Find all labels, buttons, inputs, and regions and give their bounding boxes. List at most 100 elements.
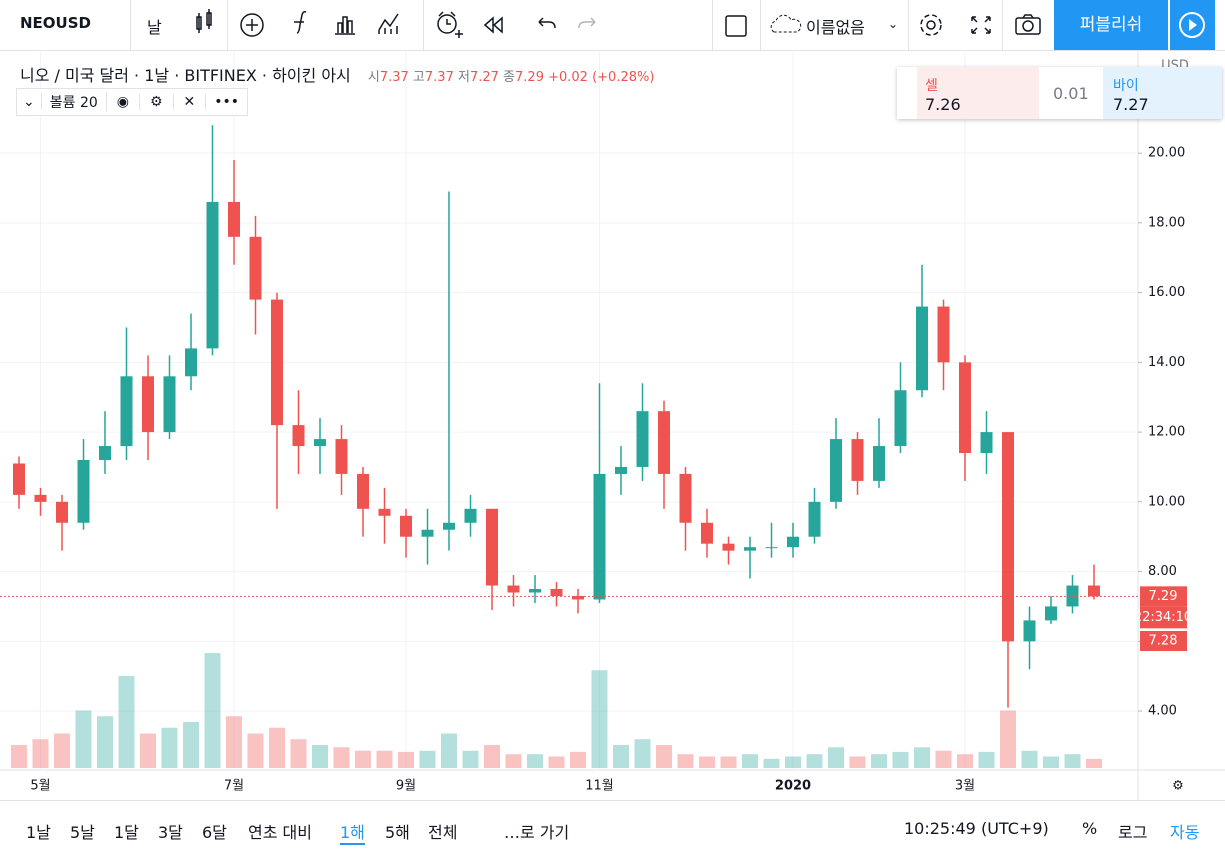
- change: +0.02 (+0.28%): [548, 70, 655, 85]
- y-tick-label: 12.00: [1148, 425, 1185, 440]
- candle-body: [701, 522, 713, 544]
- candle-body: [206, 201, 219, 349]
- candle-body: [722, 543, 735, 551]
- camera-icon[interactable]: [1014, 13, 1044, 37]
- range[interactable]: 5날: [70, 823, 95, 842]
- candle-body: [615, 466, 627, 474]
- candle-body: [851, 439, 864, 481]
- volume-legend: ⌄ 볼륨 20 ◉ ⚙ ✕ •••: [16, 88, 249, 116]
- y-tick-label: 18.00: [1148, 215, 1185, 230]
- scale-option[interactable]: 로그: [1118, 823, 1148, 842]
- volume-bar: [591, 670, 608, 768]
- separator: [130, 0, 131, 50]
- settings-icon[interactable]: ⚙: [1172, 779, 1184, 794]
- candle-body: [1088, 585, 1100, 597]
- interval[interactable]: 날: [147, 18, 162, 37]
- settings-icon[interactable]: ⚙: [140, 94, 174, 110]
- candle-body: [636, 411, 649, 467]
- candle-body: [550, 589, 563, 596]
- scale-option[interactable]: %: [1082, 819, 1098, 838]
- x-tick-label: 3월: [955, 779, 975, 794]
- ohlc: 시7.37 고7.37 저7.27 종7.29 +0.02 (+0.28%): [368, 70, 655, 85]
- play-button[interactable]: [1170, 0, 1215, 50]
- close-icon[interactable]: ✕: [174, 94, 207, 110]
- publish-button[interactable]: 퍼블리쉬: [1054, 0, 1168, 50]
- sell-label: 셀: [925, 78, 938, 94]
- ohlc-value: 7.29: [515, 70, 544, 85]
- range[interactable]: 3달: [158, 823, 183, 842]
- symbol[interactable]: NEOUSD: [20, 14, 91, 32]
- buy-price: 7.27: [1113, 95, 1149, 114]
- y-tick-label: 16.00: [1148, 285, 1185, 300]
- candle-body: [99, 446, 111, 460]
- ohlc-label: 고: [412, 70, 425, 85]
- candle-body: [421, 529, 434, 537]
- volume-bar: [11, 745, 27, 768]
- volume-bar: [97, 716, 113, 768]
- goto[interactable]: …로 가기: [504, 823, 570, 842]
- icons-right[interactable]: [918, 12, 1018, 38]
- volume-bar: [785, 756, 801, 768]
- candle-body: [1002, 432, 1014, 642]
- toolbar-icons[interactable]: [185, 0, 725, 50]
- volume-bar: [742, 754, 758, 768]
- trade-box: 셀 7.26 0.01 바이 7.27: [897, 67, 1222, 119]
- countdown-tag: [1140, 606, 1187, 629]
- ohlc-value: 7.37: [379, 70, 409, 85]
- clock: 10:25:49 (UTC+9): [904, 819, 1049, 838]
- candle-body: [830, 439, 842, 502]
- candle-body: [464, 508, 477, 523]
- volume-bar: [1064, 754, 1081, 768]
- volume-bar: [548, 756, 565, 768]
- volume-bar: [634, 739, 651, 768]
- range[interactable]: 연초 대비: [248, 823, 312, 842]
- candle-body: [486, 508, 498, 586]
- candle-body: [77, 459, 90, 523]
- volume-bar: [333, 747, 350, 768]
- prev-close-tag: [1140, 631, 1187, 651]
- cloud-icon[interactable]: [768, 12, 804, 38]
- candle-body: [228, 201, 240, 237]
- volume-bar: [54, 733, 70, 768]
- collapse[interactable]: ⌄: [17, 94, 42, 110]
- buy-label: 바이: [1113, 78, 1139, 94]
- candle-body: [185, 348, 197, 377]
- layout-name[interactable]: 이름없음: [806, 18, 865, 37]
- candle-body: [572, 595, 584, 600]
- buy-button[interactable]: 바이 7.27: [1103, 67, 1222, 119]
- scale-option[interactable]: 자동: [1170, 823, 1200, 842]
- rect-icon[interactable]: [724, 14, 748, 38]
- more-icon[interactable]: •••: [214, 94, 240, 110]
- candle-body: [400, 515, 412, 537]
- candle-body: [765, 547, 778, 549]
- candle-body: [787, 536, 799, 548]
- volume-bar: [118, 676, 135, 768]
- range[interactable]: 1달: [114, 823, 139, 842]
- y-tick-label: 14.00: [1148, 355, 1185, 370]
- range-active[interactable]: 1해: [340, 819, 365, 845]
- volume-bar: [1000, 710, 1016, 768]
- legend-title: 니오 / 미국 달러 · 1날 · BITFINEX · 하이킨 아시: [20, 66, 351, 85]
- candle-body: [120, 376, 133, 447]
- eye-icon[interactable]: ◉: [107, 94, 140, 110]
- range[interactable]: 1날: [26, 823, 51, 842]
- volume-bar: [570, 751, 586, 768]
- sell-button[interactable]: 셀 7.26: [917, 67, 1039, 119]
- range[interactable]: 전체: [428, 823, 458, 842]
- range[interactable]: 6달: [202, 823, 227, 842]
- y-tick-label: 20.00: [1148, 146, 1185, 161]
- candle-body: [443, 522, 455, 530]
- candle-body: [314, 439, 326, 447]
- range[interactable]: 5해: [385, 823, 410, 842]
- dropdown[interactable]: ⌄: [888, 17, 899, 31]
- x-tick-label: 11월: [585, 779, 614, 794]
- volume-bar: [1043, 756, 1059, 768]
- volume-bar: [978, 751, 995, 768]
- x-tick-label: 2020: [775, 779, 811, 794]
- candle-body: [271, 299, 283, 426]
- volume-bar: [312, 745, 328, 768]
- last-price-label: 7.29: [1149, 589, 1178, 604]
- volume-bar: [75, 710, 92, 768]
